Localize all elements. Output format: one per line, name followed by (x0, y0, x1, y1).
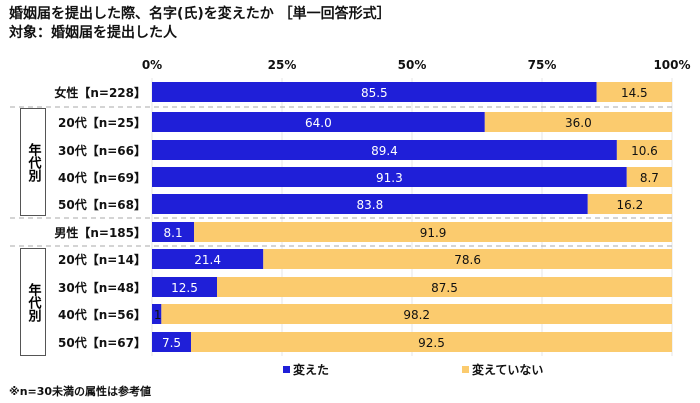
data-label: 85.5 (361, 86, 388, 100)
data-label: 36.0 (565, 116, 592, 130)
data-label: 8.7 (640, 171, 659, 185)
legend-label: 変えていない (472, 362, 543, 377)
bar-changed (152, 140, 617, 160)
bar-changed (152, 332, 191, 352)
category-label: 40代【n=69】 (58, 170, 146, 185)
bar-changed (152, 194, 588, 214)
data-label: 21.4 (194, 253, 221, 267)
x-tick-label: 25% (268, 58, 297, 72)
bar-changed (152, 304, 162, 324)
x-tick-label: 0% (142, 58, 162, 72)
bar-not-changed (161, 304, 673, 324)
category-label: 30代【n=66】 (58, 143, 146, 158)
bar-not-changed (194, 222, 672, 242)
chart-title: 婚姻届を提出した際、名字(氏)を変えたか ［単一回答形式］ (9, 6, 391, 22)
chart-subtitle: 対象：婚姻届を提出した人 (9, 25, 177, 41)
category-label: 40代【n=56】 (58, 307, 146, 322)
category-label: 20代【n=25】 (58, 115, 146, 130)
bar-not-changed (191, 332, 672, 352)
x-tick-label: 50% (398, 58, 427, 72)
category-label: 30代【n=48】 (58, 280, 146, 295)
data-label: 7.5 (162, 336, 181, 350)
x-tick-label: 75% (528, 58, 557, 72)
bar-changed (152, 277, 217, 297)
data-label: 91.9 (420, 226, 447, 240)
bar-not-changed (626, 167, 672, 187)
category-label: 50代【n=68】 (58, 197, 146, 212)
bar-changed (152, 82, 597, 102)
category-label: 20代【n=14】 (58, 252, 146, 267)
bar-changed (152, 222, 195, 242)
legend-label: 変えた (293, 362, 329, 377)
data-label: 10.6 (631, 144, 658, 158)
bar-changed (152, 167, 627, 187)
category-label: 男性【n=185】 (54, 225, 146, 240)
data-label: 83.8 (357, 198, 384, 212)
bar-not-changed (596, 82, 672, 102)
bar-not-changed (587, 194, 672, 214)
data-label: 78.6 (454, 253, 481, 267)
data-label: 64.0 (305, 116, 332, 130)
data-label: 16.2 (617, 198, 644, 212)
age-group-box-male: 年代別 (20, 248, 46, 356)
x-tick-label: 100% (653, 58, 690, 72)
data-label: 98.2 (403, 308, 430, 322)
data-label: 14.5 (621, 86, 648, 100)
data-label: 89.4 (371, 144, 398, 158)
bar-not-changed (263, 249, 672, 269)
data-label: 8.1 (164, 226, 183, 240)
legend-swatch (283, 366, 290, 373)
legend-swatch (462, 366, 469, 373)
bar-not-changed (616, 140, 672, 160)
data-label: 91.3 (376, 171, 403, 185)
age-group-box-female: 年代別 (20, 108, 46, 216)
category-label: 50代【n=67】 (58, 335, 146, 350)
data-label: 12.5 (171, 281, 198, 295)
data-label: 92.5 (418, 336, 445, 350)
bar-changed (152, 249, 264, 269)
data-label: 87.5 (431, 281, 458, 295)
bar-not-changed (217, 277, 672, 297)
footnote: ※n=30未満の属性は参考値 (9, 385, 152, 398)
bar-changed (152, 112, 485, 132)
category-label: 女性【n=228】 (54, 85, 146, 100)
bar-not-changed (484, 112, 672, 132)
